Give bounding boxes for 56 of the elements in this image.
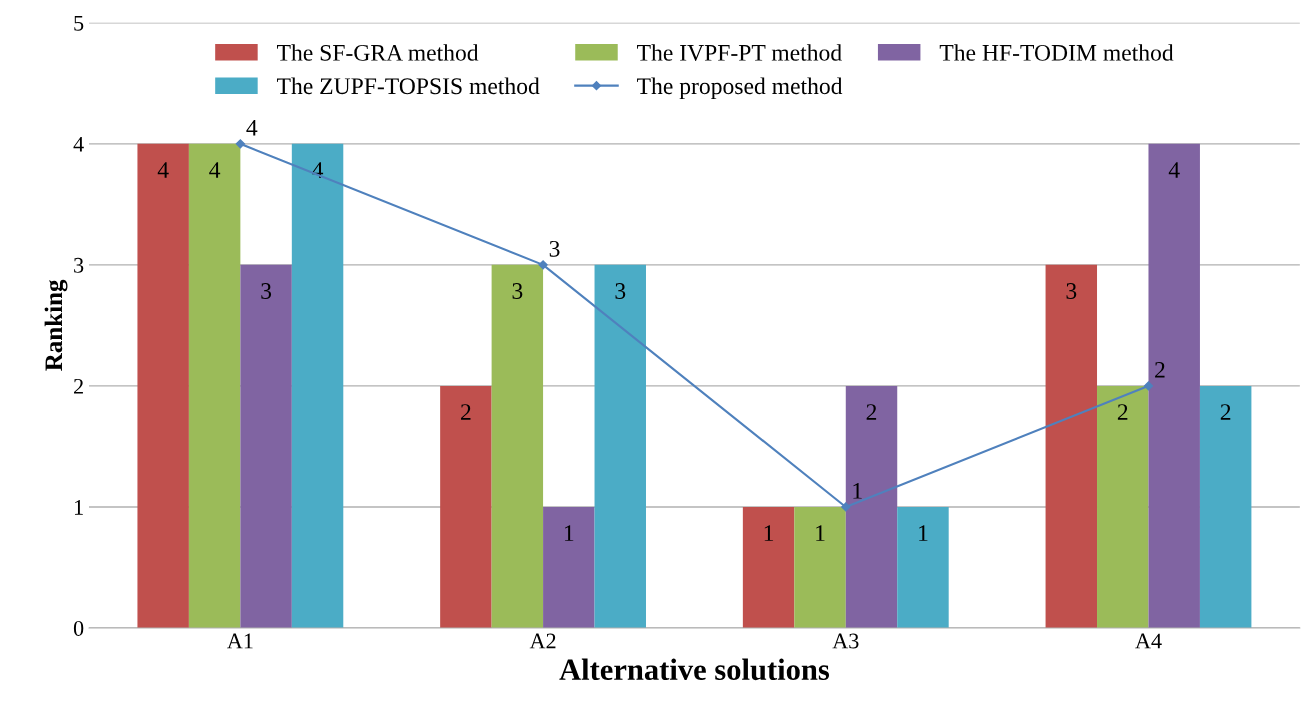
bar [594, 264, 646, 628]
data-label: 1 [816, 525, 825, 541]
y-tick-label: 3 [74, 257, 84, 273]
legend-label: The ZUPF-TOPSIS method [277, 77, 540, 95]
bar [897, 506, 949, 628]
point [841, 502, 851, 512]
data-label: 4 [209, 162, 221, 178]
x-tick-label: A3 [832, 633, 859, 649]
data-label: 2 [1155, 361, 1165, 378]
data-label: 4 [246, 119, 258, 136]
data-label: 1 [764, 525, 774, 541]
data-label: 2 [1117, 404, 1128, 420]
x-tick-label: A4 [1135, 633, 1162, 649]
data-label: 1 [564, 525, 574, 541]
y-tick-label: 1 [74, 499, 83, 515]
y-tick-label: 2 [74, 378, 83, 394]
data-label: 3 [549, 240, 560, 257]
data-label: 2 [866, 404, 877, 420]
y-tick-label: 4 [73, 136, 84, 152]
bar [845, 385, 898, 628]
bar [240, 264, 292, 628]
bar [1148, 143, 1200, 628]
bar [1045, 264, 1098, 628]
bar [188, 143, 241, 628]
bar [137, 143, 189, 628]
legend-label: The HF-TODIM method [939, 44, 1174, 61]
data-label: 4 [1168, 162, 1180, 178]
point [1143, 381, 1154, 391]
data-label: 3 [261, 283, 272, 299]
bar [291, 143, 344, 628]
data-label: 3 [1066, 283, 1077, 299]
data-label: 3 [615, 283, 626, 299]
bar [491, 264, 544, 628]
legend-label: The proposed method [637, 77, 843, 99]
bar [440, 385, 492, 628]
x-tick-label: A1 [227, 633, 253, 649]
y-tick-label: 5 [74, 15, 84, 31]
legend-label: The IVPF-PT method [637, 44, 842, 61]
bar [1199, 385, 1252, 628]
bar [742, 506, 795, 628]
data-label: 3 [512, 283, 523, 299]
data-label: 1 [853, 483, 862, 499]
data-label: 2 [461, 404, 471, 420]
y-tick-label: 0 [73, 620, 84, 636]
bar [543, 506, 595, 628]
data-label: 2 [1220, 404, 1231, 420]
x-axis-title: Alternative solutions [559, 658, 830, 681]
point [235, 139, 245, 149]
bar [1097, 385, 1149, 628]
point [538, 260, 548, 270]
y-axis-title: Ranking [44, 279, 68, 371]
bar [794, 506, 846, 628]
data-label: 1 [919, 525, 928, 541]
x-tick-label: A2 [529, 633, 556, 649]
legend-label: The SF-GRA method [277, 44, 479, 61]
data-label: 4 [157, 162, 169, 178]
